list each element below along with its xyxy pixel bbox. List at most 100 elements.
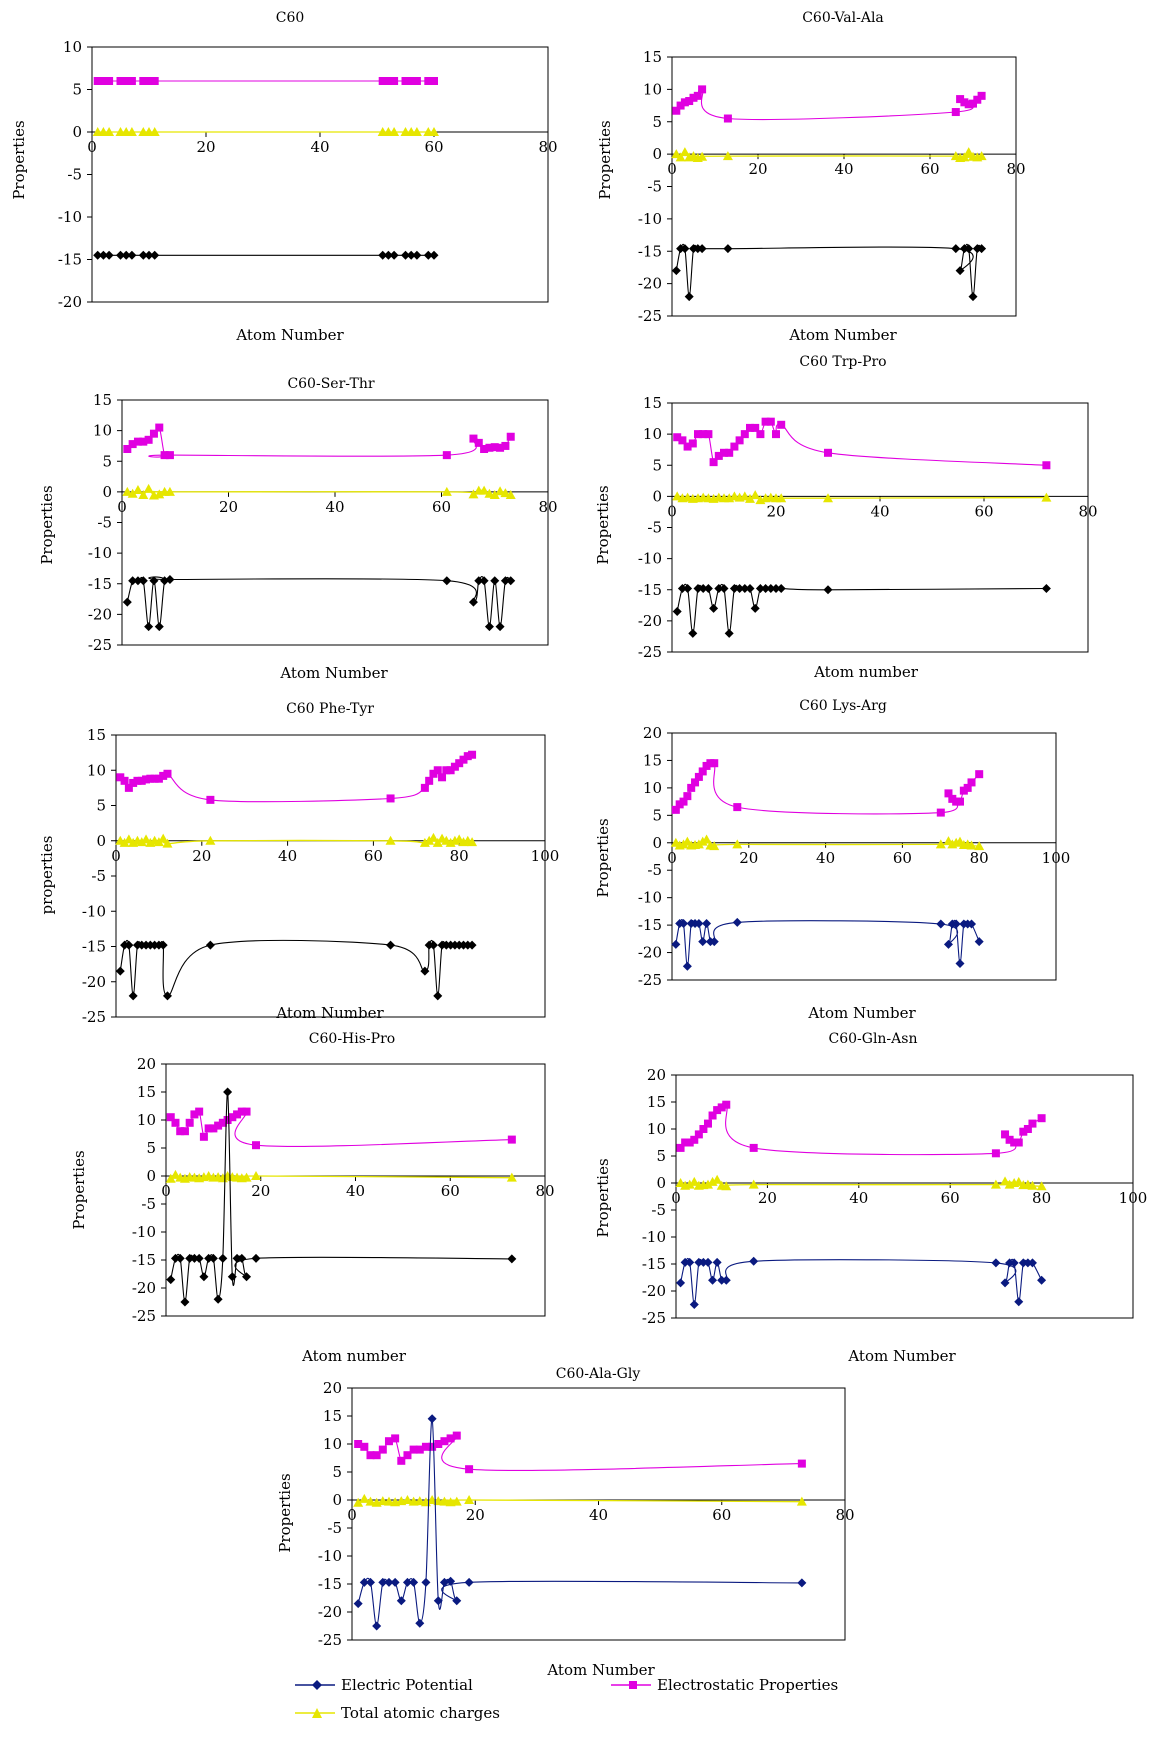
point-electrostatic bbox=[209, 1124, 218, 1133]
series-line-ep bbox=[675, 243, 983, 298]
point-total-charge bbox=[217, 1173, 228, 1183]
series-line-ep bbox=[119, 939, 473, 997]
plot-area bbox=[91, 46, 549, 303]
point-electric-potential bbox=[138, 250, 148, 260]
point-electric-potential bbox=[495, 622, 505, 632]
y-tick-label: -10 bbox=[58, 208, 82, 226]
point-total-charge bbox=[462, 835, 473, 845]
x-tick-label: 60 bbox=[712, 1506, 731, 1524]
point-total-charge bbox=[712, 1174, 723, 1184]
point-electric-potential bbox=[755, 584, 765, 594]
point-total-charge bbox=[115, 835, 126, 845]
point-electrostatic bbox=[714, 451, 723, 460]
point-electric-potential bbox=[675, 918, 685, 928]
point-total-charge bbox=[687, 493, 698, 503]
point-electrostatic bbox=[680, 98, 689, 107]
point-electric-potential bbox=[137, 940, 147, 950]
point-total-charge bbox=[203, 1171, 214, 1180]
y-tick-label: -25 bbox=[638, 307, 662, 325]
point-total-charge bbox=[688, 151, 699, 161]
point-electric-potential bbox=[251, 1253, 261, 1263]
point-electric-potential bbox=[719, 584, 729, 594]
x-tick-label: 60 bbox=[920, 160, 939, 178]
point-electric-potential bbox=[128, 991, 138, 1001]
y-tick-label: -5 bbox=[647, 861, 662, 879]
point-electrostatic bbox=[176, 1127, 185, 1136]
point-electrostatic bbox=[688, 439, 697, 448]
point-electrostatic bbox=[975, 770, 984, 779]
point-electrostatic bbox=[123, 445, 132, 453]
point-electric-potential bbox=[199, 1272, 209, 1282]
y-tick-label: 0 bbox=[96, 832, 106, 850]
x-tick-label: 80 bbox=[835, 1506, 854, 1524]
point-electric-potential bbox=[698, 1257, 708, 1267]
point-electric-potential bbox=[359, 1577, 369, 1587]
point-total-charge bbox=[390, 1497, 401, 1507]
point-electric-potential bbox=[468, 597, 478, 607]
point-total-charge bbox=[703, 493, 714, 503]
x-tick-label: 80 bbox=[1006, 160, 1025, 178]
x-axis-label: Atom Number bbox=[807, 1004, 916, 1022]
point-electrostatic bbox=[703, 1119, 712, 1128]
point-total-charge bbox=[154, 489, 165, 499]
point-total-charge bbox=[184, 1172, 195, 1182]
point-electric-potential bbox=[420, 966, 430, 976]
x-tick-label: 40 bbox=[325, 498, 344, 516]
y-tick-label: 10 bbox=[323, 1435, 342, 1453]
point-electric-potential bbox=[409, 1577, 419, 1587]
y-axis-label: Properties bbox=[594, 485, 612, 564]
point-total-charge bbox=[170, 1169, 181, 1179]
y-axis-label: Properties bbox=[594, 1158, 612, 1237]
y-tick-label: -15 bbox=[642, 1255, 666, 1273]
point-electrostatic bbox=[438, 773, 447, 782]
point-electrostatic bbox=[973, 95, 982, 104]
point-electrostatic bbox=[676, 1143, 685, 1152]
x-tick-label: 40 bbox=[834, 160, 853, 178]
x-tick-label: 60 bbox=[432, 498, 451, 516]
point-electric-potential bbox=[396, 1596, 406, 1606]
point-total-charge bbox=[675, 152, 686, 162]
y-tick-label: -15 bbox=[132, 1251, 156, 1269]
point-electrostatic bbox=[128, 440, 137, 449]
point-electric-potential bbox=[124, 940, 134, 950]
x-tick-label: 80 bbox=[538, 498, 557, 516]
point-electrostatic bbox=[720, 448, 728, 457]
point-electrostatic bbox=[116, 77, 125, 85]
series-line-tc bbox=[170, 1174, 512, 1180]
point-electrostatic bbox=[1001, 1130, 1010, 1139]
point-electrostatic bbox=[455, 759, 464, 768]
point-total-charge bbox=[419, 837, 430, 847]
point-electrostatic bbox=[507, 1135, 516, 1144]
point-electric-potential bbox=[175, 1253, 185, 1263]
y-tick-label: 5 bbox=[652, 806, 662, 824]
point-electrostatic bbox=[390, 77, 399, 85]
point-electric-potential bbox=[446, 1576, 456, 1586]
point-total-charge bbox=[396, 1496, 407, 1506]
point-electric-potential bbox=[717, 1275, 727, 1285]
point-total-charge bbox=[451, 1496, 462, 1506]
x-tick-label: 80 bbox=[538, 138, 557, 156]
point-electric-potential bbox=[693, 584, 703, 594]
point-total-charge bbox=[771, 493, 781, 503]
point-total-charge bbox=[454, 834, 465, 844]
point-electrostatic bbox=[452, 1431, 461, 1440]
y-tick-label: -15 bbox=[638, 916, 662, 934]
point-total-charge bbox=[411, 127, 422, 136]
point-electrostatic bbox=[116, 773, 125, 782]
point-electric-potential bbox=[439, 1577, 449, 1587]
y-tick-label: 0 bbox=[332, 1491, 342, 1509]
y-tick-label: 0 bbox=[656, 1174, 666, 1192]
point-electrostatic bbox=[1028, 1119, 1037, 1128]
point-total-charge bbox=[143, 483, 154, 493]
point-electric-potential bbox=[154, 940, 164, 950]
point-electric-potential bbox=[959, 244, 969, 254]
point-total-charge bbox=[702, 1179, 713, 1189]
point-electric-potential bbox=[694, 1257, 704, 1267]
point-electric-potential bbox=[1018, 1258, 1028, 1268]
point-electric-potential bbox=[205, 940, 215, 950]
x-tick-label: 100 bbox=[531, 847, 560, 865]
point-total-charge bbox=[377, 1496, 388, 1506]
point-electrostatic bbox=[228, 1113, 237, 1122]
point-electrostatic bbox=[195, 1107, 204, 1116]
point-electrostatic bbox=[384, 1437, 393, 1446]
